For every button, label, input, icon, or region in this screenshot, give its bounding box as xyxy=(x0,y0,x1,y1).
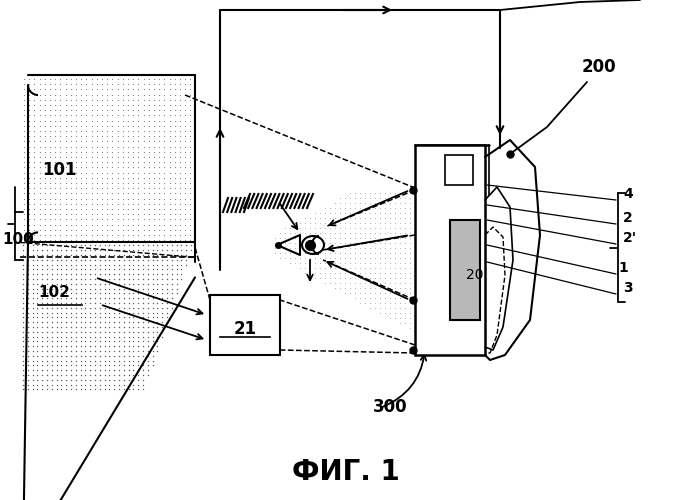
Bar xyxy=(415,145,485,355)
Text: 100: 100 xyxy=(2,232,34,248)
Text: 21: 21 xyxy=(233,320,257,338)
Bar xyxy=(450,220,480,320)
Text: 300: 300 xyxy=(373,398,408,416)
Text: 4: 4 xyxy=(623,187,632,201)
Text: 102: 102 xyxy=(38,286,70,300)
Text: 2': 2' xyxy=(623,231,637,245)
Text: 101: 101 xyxy=(42,161,77,179)
Text: 200: 200 xyxy=(582,58,617,76)
Text: 2: 2 xyxy=(623,211,632,225)
Bar xyxy=(210,295,280,355)
Ellipse shape xyxy=(302,236,324,254)
Text: 1: 1 xyxy=(618,261,628,275)
Text: 3: 3 xyxy=(623,281,632,295)
Bar xyxy=(445,155,473,185)
Text: ФИГ. 1: ФИГ. 1 xyxy=(292,458,400,486)
Text: 20: 20 xyxy=(466,268,484,282)
